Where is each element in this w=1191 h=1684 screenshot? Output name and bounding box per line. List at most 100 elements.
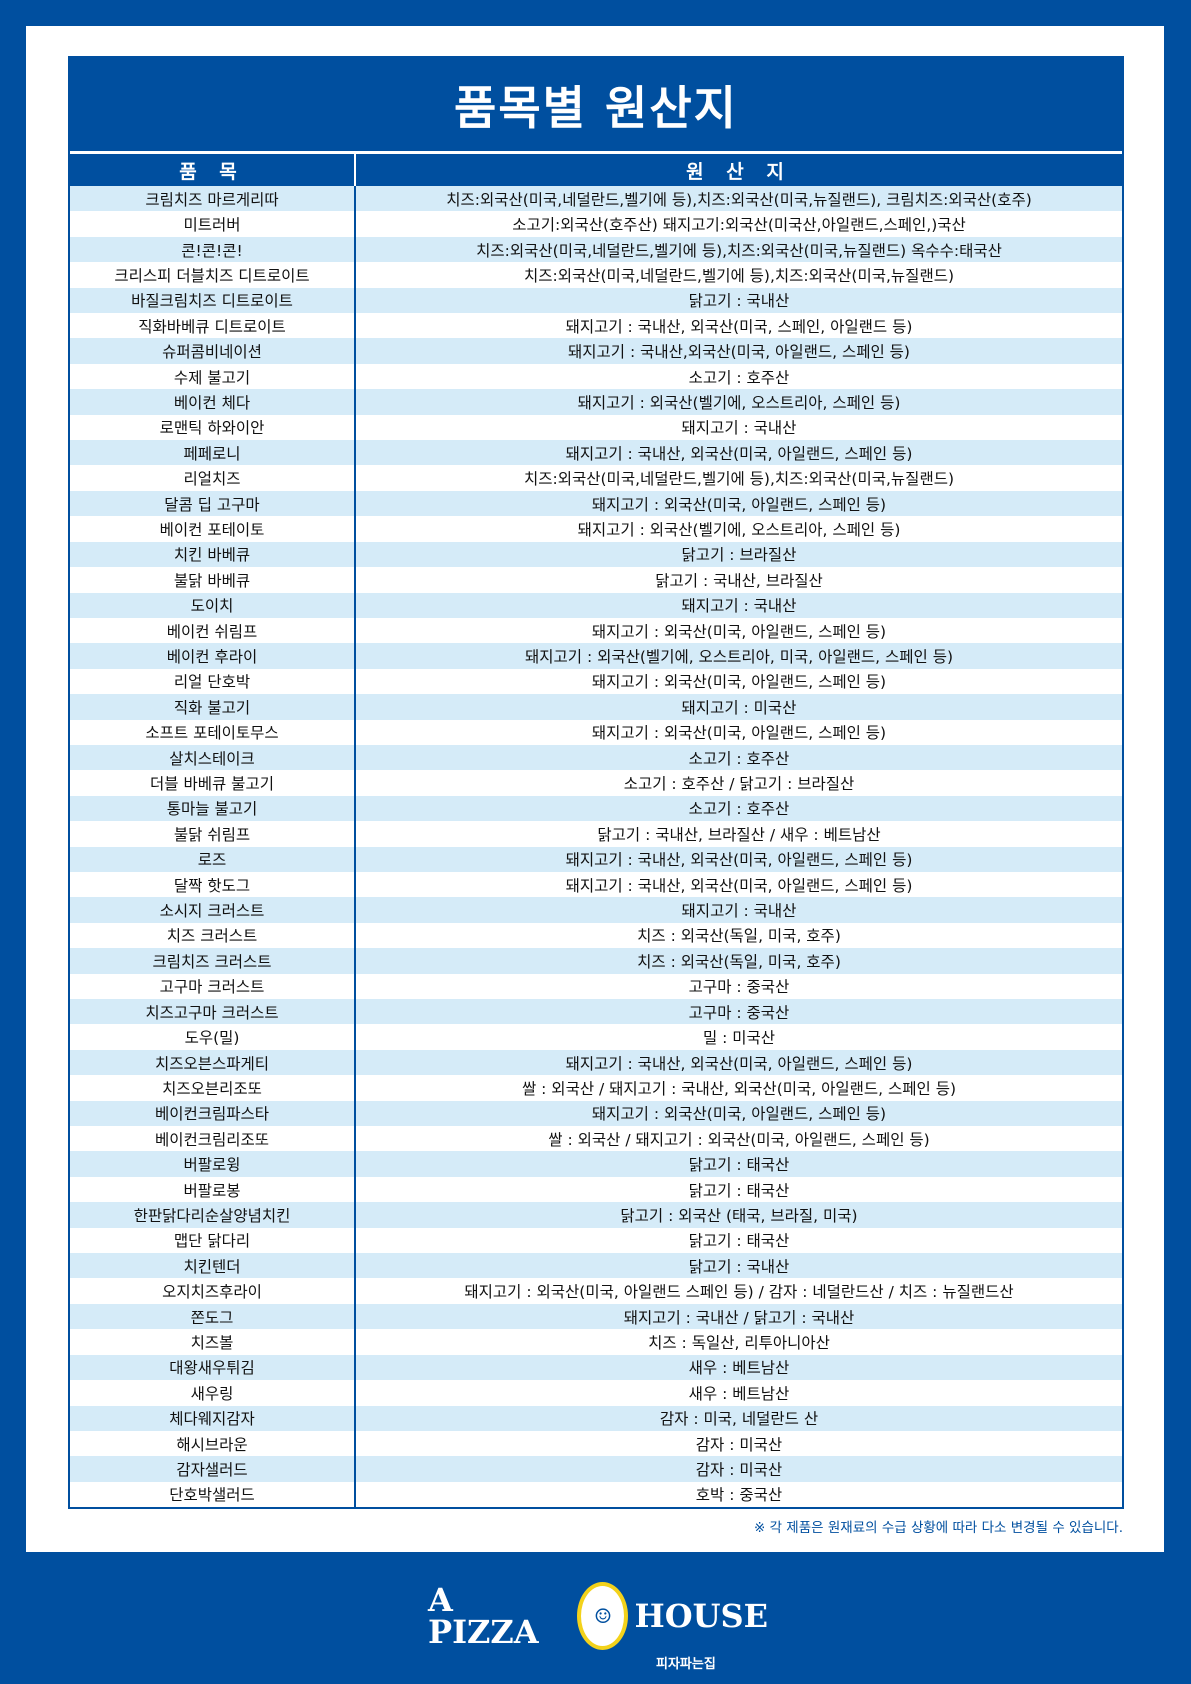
origin-cell: 돼지고기 : 외국산(벨기에, 오스트리아, 스페인 등) <box>577 520 901 539</box>
origin-cell: 돼지고기 : 외국산(벨기에, 오스트리아, 미국, 아일랜드, 스페인 등) <box>524 648 953 667</box>
item-cell: 치즈고구마 크러스트 <box>70 999 356 1025</box>
item-cell: 쫀도그 <box>70 1303 356 1330</box>
origin-cell: 치즈:외국산(미국,네덜란드,벨기에 등),치즈:외국산(미국,뉴질랜드) <box>523 266 955 285</box>
table-row: 치즈고구마 크러스트 고구마 : 중국산 <box>70 999 1122 1025</box>
item-cell: 바질크림치즈 디트로이트 <box>70 287 356 314</box>
item-cell: 치즈 크러스트 <box>70 922 356 949</box>
origin-cell: 새우 : 베트남산 <box>688 1384 790 1403</box>
item-cell: 불닭 쉬림프 <box>70 821 356 847</box>
origin-cell: 치즈 : 독일산, 리투아니아산 <box>648 1333 830 1352</box>
item-cell: 리얼치즈 <box>70 465 356 491</box>
table-row: 치즈오븐리조또 쌀 : 외국산 / 돼지고기 : 국내산, 외국산(미국, 아일랜… <box>70 1075 1122 1101</box>
logo-text-right: HOUSE <box>634 1597 768 1635</box>
table-row: 오지치즈후라이 돼지고기 : 외국산(미국, 아일랜드 스페인 등) / 감자 :… <box>70 1278 1122 1304</box>
origin-cell: 치즈 : 외국산(독일, 미국, 호주) <box>637 952 841 971</box>
table-row: 베이컨 쉬림프 돼지고기 : 외국산(미국, 아일랜드, 스페인 등) <box>70 617 1122 644</box>
table-row: 직화바베큐 디트로이트 돼지고기 : 국내산, 외국산(미국, 스페인, 아일랜드… <box>70 313 1122 339</box>
table-row: 슈퍼콤비네이션 돼지고기 : 국내산,외국산(미국, 아일랜드, 스페인 등) <box>70 338 1122 364</box>
table-row: 베이컨 체다 돼지고기 : 외국산(벨기에, 오스트리아, 스페인 등) <box>70 389 1122 415</box>
origin-cell: 소고기:외국산(호주산) 돼지고기:외국산(미국산,아일랜드,스페인,)국산 <box>512 216 966 235</box>
origin-cell: 감자 : 미국산 <box>695 1461 783 1480</box>
table-row: 통마늘 불고기 소고기 : 호주산 <box>70 795 1122 822</box>
item-cell: 도이치 <box>70 592 356 618</box>
table-row: 대왕새우튀김 새우 : 베트남산 <box>70 1354 1122 1381</box>
brand-logo: A PIZZA ☺ HOUSE 피자파는집 <box>428 1578 768 1678</box>
table-row: 버팔로윙 닭고기 : 태국산 <box>70 1151 1122 1177</box>
table-row: 미트러버 소고기:외국산(호주산) 돼지고기:외국산(미국산,아일랜드,스페인,)… <box>70 211 1122 237</box>
origin-cell: 소고기 : 호주산 <box>688 368 790 387</box>
footnote: ※ 각 제품은 원재료의 수급 상황에 따라 다소 변경될 수 있습니다. <box>753 1520 1123 1536</box>
table-row: 불닭 바베큐 닭고기 : 국내산, 브라질산 <box>70 567 1122 593</box>
table-row: 살치스테이크 소고기 : 호주산 <box>70 744 1122 771</box>
table-row: 쫀도그 돼지고기 : 국내산 / 닭고기 : 국내산 <box>70 1303 1122 1330</box>
table-row: 달짝 핫도그 돼지고기 : 국내산, 외국산(미국, 아일랜드, 스페인 등) <box>70 871 1122 898</box>
item-cell: 달콤 딥 고구마 <box>70 490 356 517</box>
origin-cell: 닭고기 : 태국산 <box>688 1181 790 1200</box>
item-cell: 더블 바베큐 불고기 <box>70 770 356 796</box>
table-row: 치킨텐더 닭고기 : 국내산 <box>70 1253 1122 1279</box>
item-cell: 소프트 포테이토무스 <box>70 719 356 745</box>
table-row: 로맨틱 하와이안 돼지고기 : 국내산 <box>70 414 1122 441</box>
origin-cell: 밀 : 미국산 <box>702 1029 776 1048</box>
item-cell: 달짝 핫도그 <box>70 871 356 898</box>
item-cell: 베이컨 포테이토 <box>70 516 356 542</box>
origin-cell: 호박 : 중국산 <box>695 1486 783 1505</box>
item-cell: 페페로니 <box>70 440 356 466</box>
item-cell: 직화 불고기 <box>70 694 356 720</box>
origin-cell: 치즈:외국산(미국,네덜란드,벨기에 등),치즈:외국산(미국,뉴질랜드) <box>523 470 955 489</box>
table-row: 체다웨지감자 감자 : 미국, 네덜란드 산 <box>70 1405 1122 1431</box>
table-row: 베이컨크림리조또 쌀 : 외국산 / 돼지고기 : 외국산(미국, 아일랜드, 스… <box>70 1126 1122 1152</box>
table-row: 리얼치즈 치즈:외국산(미국,네덜란드,벨기에 등),치즈:외국산(미국,뉴질랜드… <box>70 465 1122 491</box>
origin-cell: 돼지고기 : 외국산(벨기에, 오스트리아, 스페인 등) <box>577 393 901 412</box>
item-cell: 새우링 <box>70 1380 356 1406</box>
table-row: 새우링 새우 : 베트남산 <box>70 1380 1122 1406</box>
origin-cell: 돼지고기 : 국내산 <box>681 419 797 438</box>
table-row: 치킨 바베큐 닭고기 : 브라질산 <box>70 541 1122 568</box>
table-row: 단호박샐러드 호박 : 중국산 <box>70 1481 1122 1508</box>
table-row: 크림치즈 마르게리따 치즈:외국산(미국,네덜란드,벨기에 등),치즈:외국산(미… <box>70 186 1122 212</box>
origin-cell: 닭고기 : 국내산 <box>688 292 790 311</box>
table-row: 페페로니 돼지고기 : 국내산, 외국산(미국, 아일랜드, 스페인 등) <box>70 440 1122 466</box>
header-origin: 원 산 지 <box>686 160 792 183</box>
table-row: 도이치 돼지고기 : 국내산 <box>70 592 1122 618</box>
item-cell: 베이컨크림리조또 <box>70 1126 356 1152</box>
table-row: 감자샐러드 감자 : 미국산 <box>70 1456 1122 1482</box>
table-row: 크림치즈 크러스트 치즈 : 외국산(독일, 미국, 호주) <box>70 948 1122 974</box>
origin-cell: 쌀 : 외국산 / 돼지고기 : 외국산(미국, 아일랜드, 스페인 등) <box>548 1130 930 1149</box>
item-cell: 버팔로윙 <box>70 1151 356 1177</box>
origin-cell: 돼지고기 : 국내산, 외국산(미국, 아일랜드, 스페인 등) <box>565 444 913 463</box>
item-cell: 베이컨 후라이 <box>70 643 356 669</box>
origin-cell: 돼지고기 : 외국산(미국, 아일랜드 스페인 등) / 감자 : 네덜란드산 … <box>464 1283 1014 1302</box>
item-cell: 치킨 바베큐 <box>70 541 356 568</box>
item-cell: 치즈오븐리조또 <box>70 1075 356 1101</box>
origin-cell: 돼지고기 : 국내산, 외국산(미국, 스페인, 아일랜드 등) <box>565 317 913 336</box>
item-cell: 베이컨크림파스타 <box>70 1100 356 1127</box>
origin-cell: 돼지고기 : 국내산,외국산(미국, 아일랜드, 스페인 등) <box>568 343 910 362</box>
item-cell: 미트러버 <box>70 211 356 237</box>
item-cell: 크림치즈 크러스트 <box>70 948 356 974</box>
origin-cell: 감자 : 미국산 <box>695 1435 783 1454</box>
table-row: 한판닭다리순살양념치킨 닭고기 : 외국산 (태국, 브라질, 미국) <box>70 1202 1122 1228</box>
item-cell: 고구마 크러스트 <box>70 973 356 999</box>
item-cell: 크리스피 더블치즈 디트로이트 <box>70 262 356 288</box>
origin-cell: 소고기 : 호주산 <box>688 749 790 768</box>
item-cell: 오지치즈후라이 <box>70 1278 356 1304</box>
table-row: 해시브라운 감자 : 미국산 <box>70 1430 1122 1457</box>
table-row: 로즈 돼지고기 : 국내산, 외국산(미국, 아일랜드, 스페인 등) <box>70 846 1122 872</box>
item-cell: 해시브라운 <box>70 1430 356 1457</box>
table-row: 치즈오븐스파게티 돼지고기 : 국내산, 외국산(미국, 아일랜드, 스페인 등) <box>70 1049 1122 1076</box>
page-title: 품목별 원산지 <box>70 58 1122 154</box>
item-cell: 치즈오븐스파게티 <box>70 1049 356 1076</box>
table-row: 수제 불고기 소고기 : 호주산 <box>70 363 1122 390</box>
origin-cell: 돼지고기 : 국내산, 외국산(미국, 아일랜드, 스페인 등) <box>565 851 913 870</box>
table-row: 버팔로봉 닭고기 : 태국산 <box>70 1176 1122 1203</box>
origin-cell: 소고기 : 호주산 / 닭고기 : 브라질산 <box>623 775 855 794</box>
origin-cell: 돼지고기 : 국내산 <box>681 902 797 921</box>
table-row: 리얼 단호박 돼지고기 : 외국산(미국, 아일랜드, 스페인 등) <box>70 668 1122 695</box>
origin-cell: 치즈:외국산(미국,네덜란드,벨기에 등),치즈:외국산(미국,뉴질랜드) 옥수… <box>476 241 1002 260</box>
origin-cell: 돼지고기 : 외국산(미국, 아일랜드, 스페인 등) <box>591 724 887 743</box>
item-cell: 슈퍼콤비네이션 <box>70 338 356 364</box>
item-cell: 버팔로봉 <box>70 1176 356 1203</box>
item-cell: 치즈볼 <box>70 1329 356 1355</box>
origin-cell: 닭고기 : 국내산, 브라질산 / 새우 : 베트남산 <box>597 825 881 844</box>
